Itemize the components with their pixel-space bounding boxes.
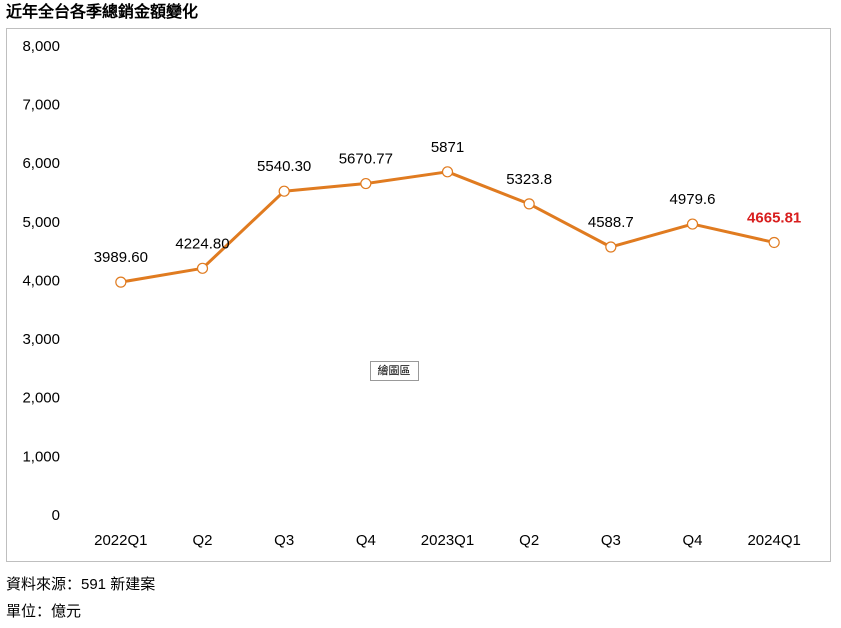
x-tick-label: Q3 [601, 532, 621, 549]
data-label: 4224.80 [175, 235, 229, 252]
y-tick-label: 5,000 [22, 214, 60, 231]
marker [196, 262, 209, 274]
chart-title: 近年全台各季總銷金額變化 [6, 2, 198, 21]
marker [523, 198, 535, 210]
x-tick-label: Q2 [192, 532, 212, 549]
x-tick-label: 2022Q1 [94, 532, 147, 549]
marker [441, 166, 454, 178]
marker [360, 177, 372, 190]
x-tick-label: Q4 [356, 532, 376, 549]
data-label: 4588.7 [588, 214, 634, 231]
marker [686, 218, 699, 230]
x-tick-label: 2023Q1 [421, 532, 474, 549]
data-label: 5323.8 [506, 171, 552, 188]
marker [605, 241, 617, 253]
y-tick-label: 1,000 [22, 448, 60, 465]
x-tick-label: Q4 [682, 532, 702, 549]
marker [115, 276, 127, 288]
x-tick-label: 2024Q1 [747, 532, 800, 549]
tooltip-text: 繪圖區 [378, 363, 411, 377]
tooltip: 繪圖區 [370, 361, 419, 381]
unit-note: 單位：億元 [6, 603, 81, 620]
y-tick-label: 6,000 [22, 155, 60, 172]
y-tick-label: 4,000 [22, 272, 60, 289]
data-label: 4665.81 [747, 209, 801, 226]
data-label: 5871 [431, 139, 464, 156]
chart-frame [6, 28, 831, 562]
y-tick-label: 3,000 [22, 331, 60, 348]
marker [768, 236, 780, 249]
x-tick-label: Q2 [519, 532, 539, 549]
x-tick-label: Q3 [274, 532, 294, 549]
data-label: 5540.30 [257, 158, 311, 175]
y-tick-label: 7,000 [22, 97, 60, 114]
source-note: 資料來源：591 新建案 [6, 575, 155, 593]
data-label: 3989.60 [94, 249, 148, 266]
y-tick-label: 2,000 [22, 390, 60, 407]
tooltip-box [370, 361, 419, 381]
y-tick-label: 0 [52, 507, 60, 524]
data-label: 4979.6 [670, 191, 716, 208]
data-label: 5670.77 [339, 151, 393, 168]
y-tick-label: 8,000 [22, 38, 60, 55]
marker [278, 185, 290, 197]
